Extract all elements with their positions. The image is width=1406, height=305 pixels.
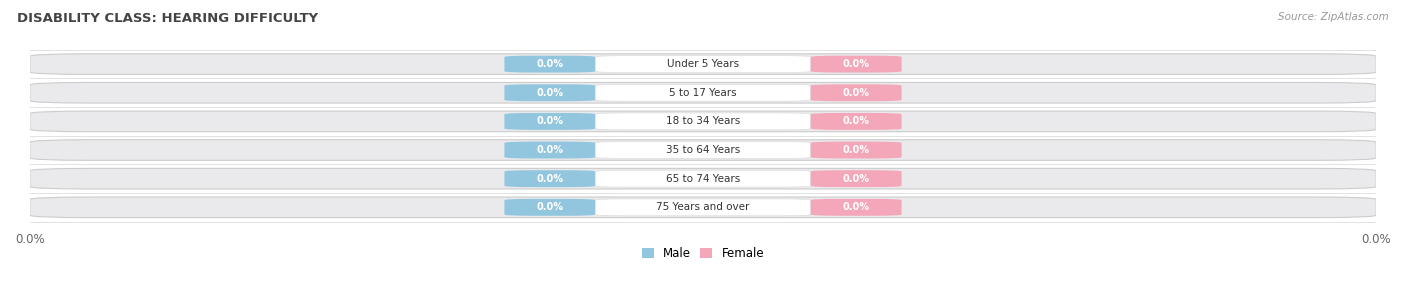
FancyBboxPatch shape [30,140,1376,160]
FancyBboxPatch shape [30,111,1376,132]
Text: 18 to 34 Years: 18 to 34 Years [666,117,740,126]
Text: DISABILITY CLASS: HEARING DIFFICULTY: DISABILITY CLASS: HEARING DIFFICULTY [17,12,318,25]
FancyBboxPatch shape [505,113,595,130]
Legend: Male, Female: Male, Female [641,247,765,260]
FancyBboxPatch shape [595,84,811,101]
Text: 0.0%: 0.0% [842,59,870,69]
FancyBboxPatch shape [30,168,1376,189]
Text: Under 5 Years: Under 5 Years [666,59,740,69]
FancyBboxPatch shape [811,84,901,101]
FancyBboxPatch shape [811,56,901,73]
Text: 0.0%: 0.0% [536,174,564,184]
Text: 65 to 74 Years: 65 to 74 Years [666,174,740,184]
FancyBboxPatch shape [595,199,811,216]
FancyBboxPatch shape [595,170,811,187]
Text: 0.0%: 0.0% [536,117,564,126]
Text: 0.0%: 0.0% [536,59,564,69]
FancyBboxPatch shape [505,199,595,216]
FancyBboxPatch shape [811,113,901,130]
FancyBboxPatch shape [30,54,1376,74]
FancyBboxPatch shape [30,197,1376,218]
Text: 5 to 17 Years: 5 to 17 Years [669,88,737,98]
FancyBboxPatch shape [811,170,901,187]
FancyBboxPatch shape [595,142,811,159]
FancyBboxPatch shape [505,56,595,73]
Text: 35 to 64 Years: 35 to 64 Years [666,145,740,155]
FancyBboxPatch shape [595,113,811,130]
Text: 0.0%: 0.0% [842,202,870,212]
FancyBboxPatch shape [505,142,595,159]
Text: 75 Years and over: 75 Years and over [657,202,749,212]
Text: 0.0%: 0.0% [536,145,564,155]
Text: Source: ZipAtlas.com: Source: ZipAtlas.com [1278,12,1389,22]
Text: 0.0%: 0.0% [842,88,870,98]
Text: 0.0%: 0.0% [842,174,870,184]
FancyBboxPatch shape [30,82,1376,103]
FancyBboxPatch shape [595,56,811,73]
FancyBboxPatch shape [505,170,595,187]
Text: 0.0%: 0.0% [536,88,564,98]
FancyBboxPatch shape [811,199,901,216]
Text: 0.0%: 0.0% [842,145,870,155]
FancyBboxPatch shape [811,142,901,159]
FancyBboxPatch shape [505,84,595,101]
Text: 0.0%: 0.0% [842,117,870,126]
Text: 0.0%: 0.0% [536,202,564,212]
